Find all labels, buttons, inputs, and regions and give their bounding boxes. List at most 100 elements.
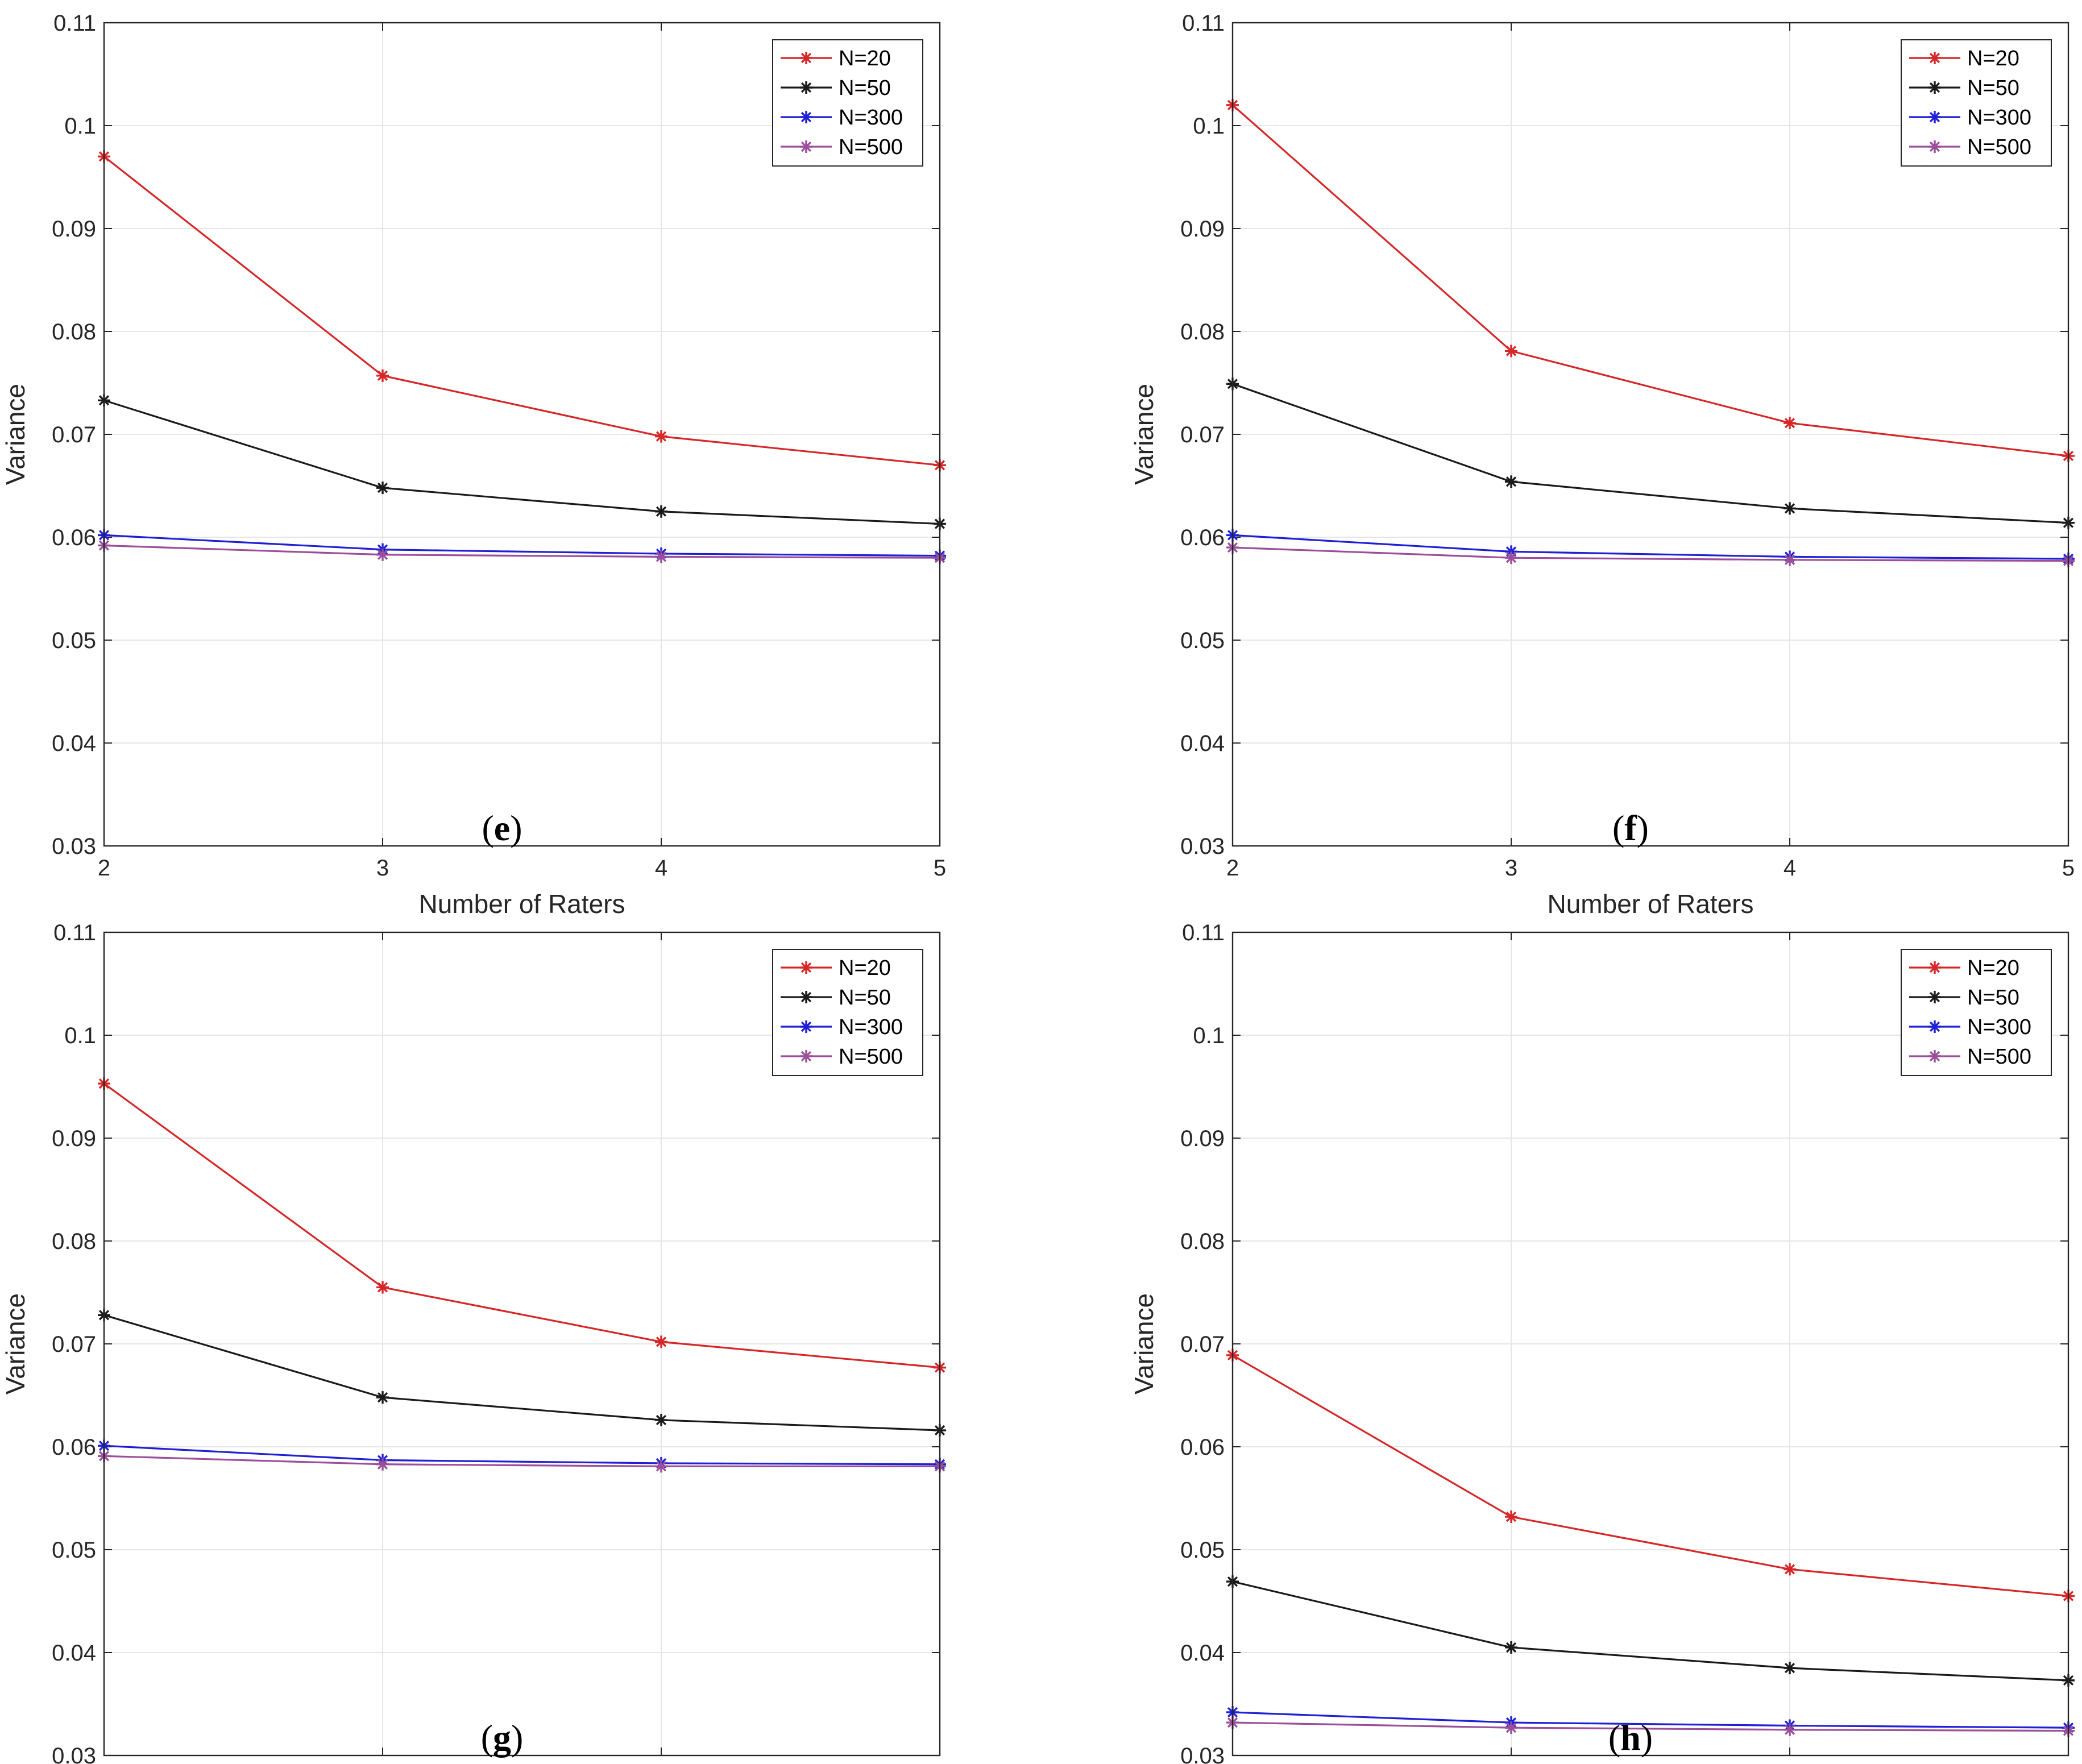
- y-tick-label: 0.03: [1180, 1744, 1225, 1764]
- x-tick-label: 2: [98, 856, 110, 881]
- legend-label: N=300: [839, 1015, 903, 1039]
- legend-marker: [1928, 140, 1941, 153]
- axes-box: [1231, 931, 2069, 1757]
- x-tick-label: 5: [934, 856, 946, 881]
- legend: N=20 N=50 N=300 N=500: [772, 39, 923, 167]
- data-point: [655, 505, 667, 518]
- legend-label: N=500: [839, 1045, 903, 1069]
- legend-box: [772, 949, 923, 1076]
- y-tick-label: 0.11: [53, 11, 96, 36]
- series-line: [103, 156, 940, 466]
- legend-marker: [1928, 1050, 1941, 1062]
- y-tick-label: 0.09: [52, 217, 96, 242]
- panel-caption: (f): [1612, 808, 1649, 848]
- chart-panel-h: 0.030.040.050.060.070.080.090.10.112345N…: [1129, 920, 2075, 1764]
- data-point: [376, 1458, 389, 1471]
- legend-label: N=500: [1967, 1045, 2031, 1069]
- legend-label: N=50: [1967, 986, 2019, 1010]
- x-tick-label: 5: [2062, 856, 2075, 881]
- y-tick-label: 0.09: [1180, 217, 1225, 242]
- data-point: [376, 482, 389, 495]
- data-point: [376, 369, 389, 382]
- chart-panel-f: 0.03 0.04 0.05 0.06 0.07 0.08 0.09 0.1 0.11 2 3 4 5 N…: [1129, 11, 2075, 919]
- y-tick-label: 0.06: [52, 1435, 96, 1460]
- x-tick-label: 4: [1784, 856, 1796, 881]
- y-tick-label: 0.03: [1180, 834, 1225, 859]
- legend-entry: N=300: [1909, 106, 2031, 130]
- data-point: [1505, 1721, 1517, 1734]
- data-point: [1784, 553, 1796, 566]
- x-tick-label: 2: [1226, 856, 1239, 881]
- series-line: [103, 1314, 940, 1431]
- legend-marker: [1928, 1020, 1941, 1033]
- data-point: [376, 1391, 389, 1404]
- chart-panel-e: 0.03 0.04 0.05 0.06 0.07 0.08 0.09 0.1 0.11 2 3 4 5 N…: [1, 11, 946, 919]
- legend-marker: [800, 81, 812, 94]
- legend-label: N=20: [839, 47, 891, 70]
- series-N=50: [98, 394, 946, 530]
- axes-box: [103, 931, 941, 1757]
- legend-label: N=20: [1967, 47, 2019, 70]
- legend: N=20 N=50 N=300 N=500: [1901, 949, 2052, 1076]
- legend-entry: N=50: [1909, 76, 2019, 100]
- legend-marker: [1928, 961, 1941, 974]
- series-line: [1232, 1721, 2069, 1732]
- legend-entry: N=300: [781, 1015, 903, 1039]
- y-tick-label: 0.05: [1180, 628, 1225, 653]
- y-tick-label: 0.06: [1180, 1435, 1225, 1460]
- y-tick-label: 0.07: [52, 422, 96, 447]
- legend-marker: [800, 1050, 812, 1062]
- axes-box: [1231, 22, 2069, 847]
- y-tick-label: 0.09: [52, 1126, 96, 1151]
- y-tick-label: 0.11: [1182, 920, 1225, 945]
- legend-entry: N=20: [1909, 956, 2019, 980]
- y-tick-label: 0.1: [64, 114, 96, 139]
- y-tick-label: 0.08: [52, 1229, 96, 1254]
- legend-entry: N=20: [781, 956, 891, 980]
- legend-label: N=300: [1967, 106, 2031, 130]
- data-point: [1784, 502, 1796, 515]
- y-tick-label: 0.11: [53, 920, 96, 945]
- legend: N=20 N=50 N=300 N=500: [1901, 39, 2052, 167]
- y-tick-label: 0.05: [1180, 1538, 1225, 1563]
- series-line: [103, 1445, 940, 1466]
- legend-entry: N=20: [1909, 47, 2019, 70]
- series-N=20: [1226, 1348, 2075, 1603]
- y-axis-label: Variance: [1129, 384, 1159, 485]
- data-point: [1505, 475, 1517, 488]
- legend-label: N=500: [1967, 135, 2031, 159]
- data-point: [1505, 1641, 1517, 1654]
- data-point: [1784, 1563, 1796, 1576]
- data-point: [376, 1281, 389, 1294]
- data-point: [655, 1413, 667, 1426]
- series-line: [103, 534, 940, 557]
- legend-marker: [800, 961, 812, 974]
- legend-marker: [800, 1020, 812, 1033]
- x-tick-label: 3: [1505, 856, 1517, 881]
- x-axis-label: Number of Raters: [1547, 889, 1753, 919]
- y-tick-label: 0.1: [1193, 114, 1225, 139]
- data-point: [655, 1460, 667, 1473]
- series-line: [1231, 104, 2069, 457]
- legend-entry: N=20: [781, 47, 891, 70]
- y-tick-label: 0.04: [1180, 1641, 1225, 1666]
- data-point: [655, 1335, 667, 1348]
- y-tick-label: 0.04: [1180, 731, 1225, 756]
- y-tick-label: 0.1: [1193, 1023, 1225, 1048]
- legend-label: N=50: [1967, 76, 2019, 100]
- y-tick-label: 0.08: [1180, 319, 1225, 345]
- y-tick-label: 0.05: [52, 628, 96, 653]
- x-axis-label: Number of Raters: [418, 889, 625, 919]
- legend-marker: [800, 991, 812, 1003]
- legend-entry: N=500: [781, 135, 903, 159]
- series-line: [103, 399, 940, 525]
- legend-marker: [800, 52, 812, 64]
- legend-box: [1901, 949, 2052, 1076]
- y-axis-label: Variance: [1, 384, 30, 485]
- legend: N=20 N=50 N=300 N=500: [772, 949, 923, 1076]
- chart-panel-g: 0.030.040.050.060.070.080.090.10.112345N…: [1, 920, 946, 1764]
- series-line: [103, 544, 940, 559]
- legend-label: N=20: [839, 956, 891, 980]
- data-point: [1784, 1723, 1796, 1736]
